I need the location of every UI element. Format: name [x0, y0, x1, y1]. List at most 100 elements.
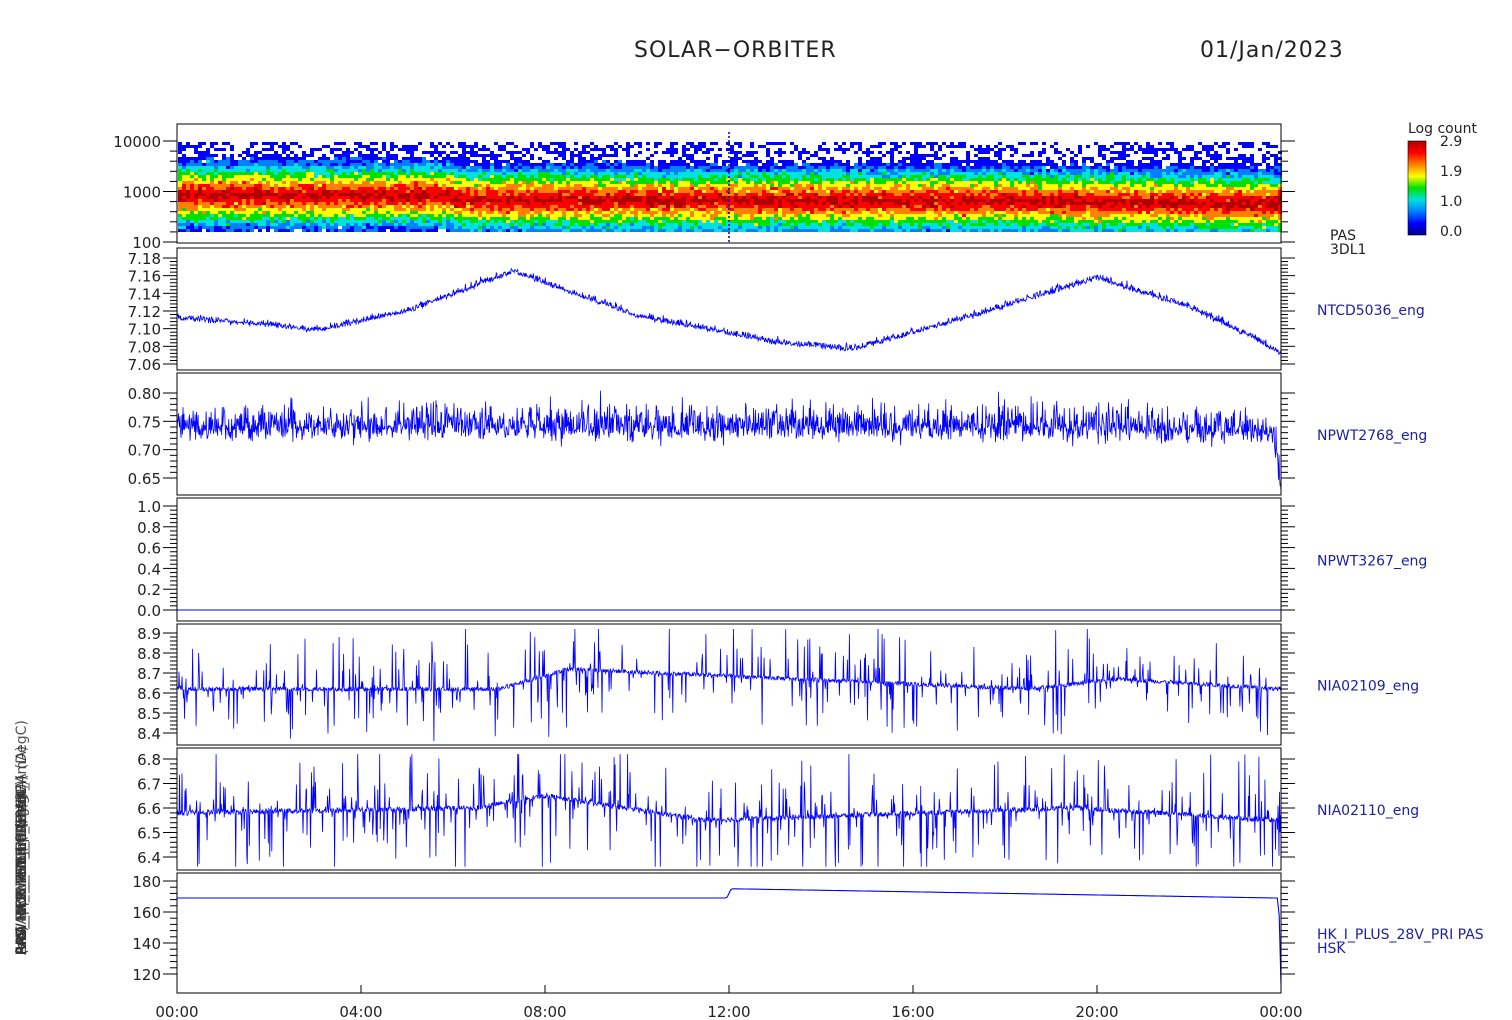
heatmap-cell [778, 193, 782, 196]
heatmap-cell [794, 175, 798, 178]
heatmap-cell [678, 202, 682, 205]
heatmap-cell [402, 172, 406, 175]
heatmap-cell [530, 217, 534, 220]
heatmap-cell [350, 226, 354, 229]
heatmap-cell [546, 211, 550, 214]
heatmap-cell [502, 181, 506, 184]
heatmap-cell [470, 220, 474, 223]
heatmap-cell [566, 223, 570, 226]
heatmap-cell [510, 175, 514, 178]
heatmap-cell [598, 223, 602, 226]
heatmap-cell [838, 181, 842, 184]
heatmap-cell [758, 217, 762, 220]
heatmap-cell [922, 211, 926, 214]
heatmap-cell [790, 226, 794, 229]
heatmap-cell [842, 217, 846, 220]
heatmap-cell [802, 184, 806, 187]
heatmap-cell [886, 193, 890, 196]
heatmap-cell [882, 163, 886, 166]
heatmap-cell [718, 214, 722, 217]
heatmap-cell [838, 163, 842, 166]
heatmap-cell [402, 229, 406, 232]
heatmap-cell [234, 160, 238, 163]
heatmap-cell [878, 220, 882, 223]
heatmap-cell [458, 217, 462, 220]
heatmap-cell [566, 166, 570, 169]
heatmap-cell [686, 187, 690, 190]
heatmap-cell [670, 184, 674, 187]
heatmap-cell [270, 142, 274, 145]
heatmap-cell [798, 157, 802, 160]
heatmap-cell [258, 151, 262, 154]
heatmap-cell [178, 229, 182, 232]
heatmap-cell [210, 199, 214, 202]
heatmap-cell [834, 172, 838, 175]
heatmap-cell [382, 157, 386, 160]
heatmap-cell [866, 196, 870, 199]
heatmap-cell [810, 154, 814, 157]
heatmap-cell [386, 184, 390, 187]
heatmap-cell [510, 142, 514, 145]
heatmap-cell [290, 205, 294, 208]
heatmap-cell [918, 223, 922, 226]
heatmap-cell [366, 220, 370, 223]
heatmap-cell [282, 178, 286, 181]
heatmap-cell [250, 172, 254, 175]
heatmap-cell [842, 202, 846, 205]
heatmap-cell [414, 160, 418, 163]
heatmap-cell [710, 202, 714, 205]
heatmap-cell [610, 190, 614, 193]
heatmap-cell [806, 202, 810, 205]
heatmap-cell [482, 226, 486, 229]
heatmap-cell [754, 229, 758, 232]
heatmap-cell [370, 172, 374, 175]
heatmap-cell [518, 190, 522, 193]
heatmap-cell [522, 190, 526, 193]
heatmap-cell [822, 205, 826, 208]
heatmap-cell [282, 148, 286, 151]
heatmap-cell [214, 154, 218, 157]
heatmap-cell [902, 175, 906, 178]
heatmap-cell [362, 145, 366, 148]
heatmap-cell [254, 220, 258, 223]
heatmap-cell [358, 229, 362, 232]
heatmap-cell [598, 178, 602, 181]
heatmap-cell [222, 142, 226, 145]
heatmap-cell [230, 181, 234, 184]
heatmap-cell [454, 163, 458, 166]
heatmap-cell [582, 202, 586, 205]
heatmap-cell [226, 160, 230, 163]
heatmap-cell [486, 184, 490, 187]
heatmap-cell [774, 214, 778, 217]
heatmap-cell [778, 196, 782, 199]
heatmap-cell [198, 196, 202, 199]
heatmap-cell [438, 199, 442, 202]
heatmap-cell [842, 184, 846, 187]
heatmap-cell [478, 163, 482, 166]
heatmap-cell [910, 181, 914, 184]
heatmap-cell [806, 172, 810, 175]
heatmap-cell [574, 142, 578, 145]
heatmap-cell [214, 175, 218, 178]
heatmap-cell [754, 205, 758, 208]
heatmap-cell [626, 217, 630, 220]
heatmap-cell [322, 208, 326, 211]
heatmap-cell [526, 169, 530, 172]
heatmap-cell [582, 148, 586, 151]
heatmap-cell [766, 199, 770, 202]
heatmap-cell [570, 166, 574, 169]
heatmap-cell [362, 172, 366, 175]
heatmap-cell [474, 211, 478, 214]
heatmap-cell [550, 181, 554, 184]
heatmap-cell [266, 199, 270, 202]
heatmap-cell [494, 172, 498, 175]
heatmap-cell [210, 184, 214, 187]
heatmap-cell [478, 223, 482, 226]
heatmap-cell [854, 211, 858, 214]
heatmap-cell [394, 205, 398, 208]
heatmap-cell [742, 190, 746, 193]
heatmap-cell [482, 211, 486, 214]
heatmap-cell [706, 151, 710, 154]
heatmap-cell [618, 187, 622, 190]
heatmap-cell [358, 208, 362, 211]
